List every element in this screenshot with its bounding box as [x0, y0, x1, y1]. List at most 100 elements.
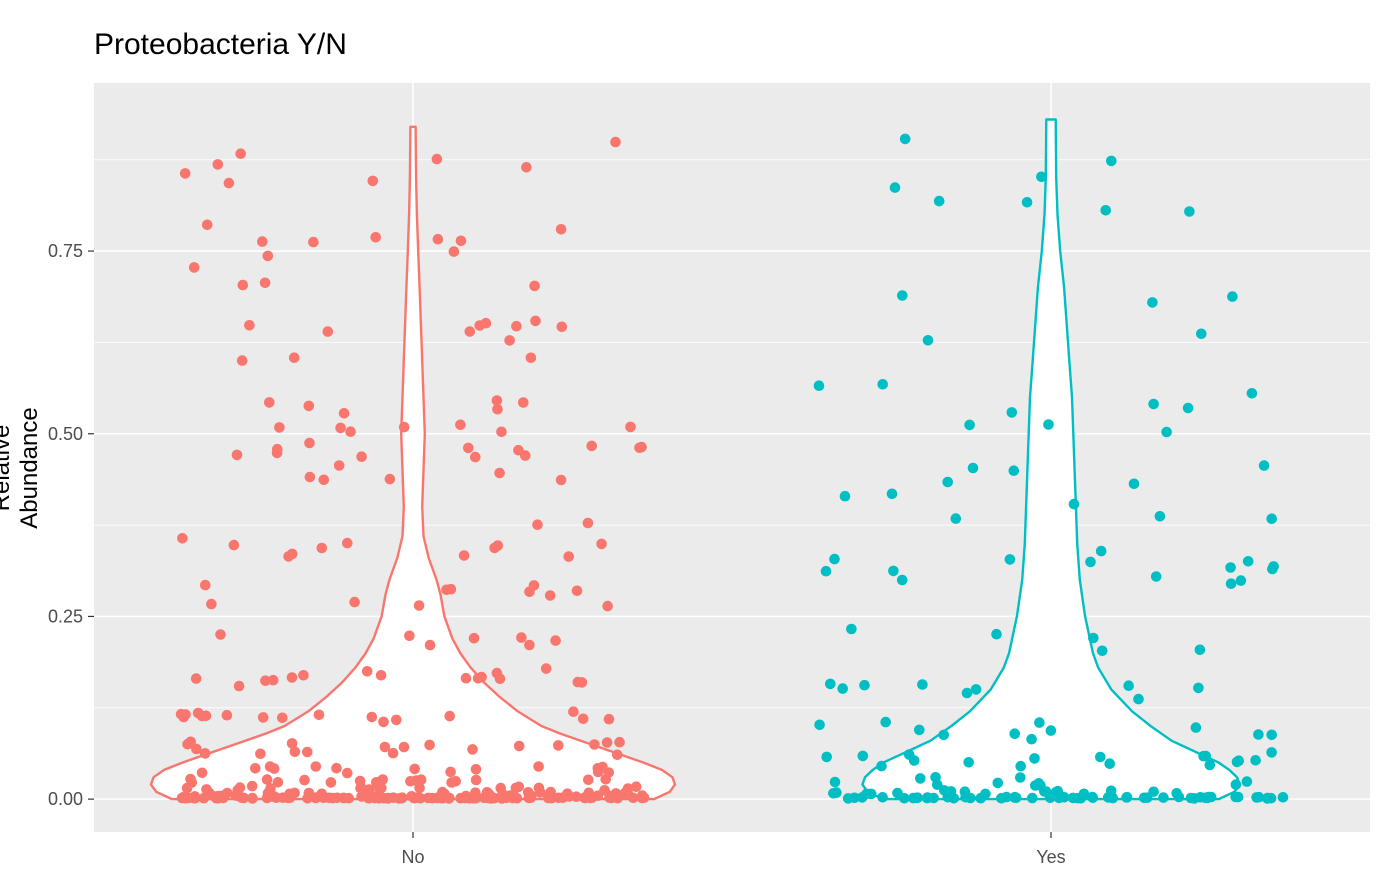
data-point [828, 788, 839, 799]
data-point [529, 280, 540, 292]
violin-yes [861, 118, 1241, 801]
data-point [470, 774, 482, 786]
data-point [516, 632, 527, 643]
data-point [237, 279, 249, 291]
data-point [304, 471, 316, 483]
data-point [322, 326, 334, 337]
data-point [342, 767, 353, 779]
data-point [1043, 419, 1054, 430]
data-point [257, 712, 269, 723]
data-point [932, 779, 943, 790]
data-point [288, 352, 300, 364]
data-point [1148, 398, 1159, 410]
data-point [310, 761, 322, 772]
data-point [460, 672, 472, 684]
data-point [272, 777, 284, 788]
data-point [424, 739, 435, 751]
data-point [342, 537, 353, 549]
data-point [1231, 756, 1243, 768]
data-point [459, 792, 470, 804]
data-point [1148, 786, 1159, 798]
data-point [630, 781, 642, 792]
data-point [1150, 571, 1162, 582]
data-point [175, 708, 187, 720]
data-point [327, 792, 339, 804]
data-point [387, 747, 399, 759]
data-point [1088, 632, 1099, 644]
data-point [579, 792, 591, 804]
data-point [316, 542, 328, 554]
data-point [582, 517, 594, 529]
data-point [535, 787, 546, 798]
chart-title: Proteobacteria Y/N [94, 28, 347, 61]
data-point [614, 736, 625, 748]
data-point [472, 673, 484, 684]
data-point [268, 763, 280, 774]
data-point [877, 379, 888, 390]
data-point [371, 777, 382, 788]
data-point [1133, 693, 1144, 705]
data-point [361, 666, 373, 677]
data-point [318, 474, 330, 486]
data-point [431, 153, 443, 165]
data-point [1095, 545, 1107, 557]
data-point [1194, 644, 1206, 656]
data-point [213, 790, 224, 802]
data-point [568, 706, 579, 717]
data-point [634, 442, 645, 454]
data-point [277, 712, 288, 724]
data-point [991, 628, 1002, 640]
data-point [837, 683, 848, 694]
data-point [445, 766, 456, 778]
data-point [525, 352, 537, 364]
data-point [813, 380, 825, 392]
data-point [325, 777, 337, 788]
data-point [396, 792, 408, 803]
data-point [610, 136, 621, 148]
data-point [1034, 717, 1045, 728]
data-point [1015, 760, 1026, 772]
data-point [886, 488, 898, 500]
data-point [555, 474, 567, 486]
data-point [1096, 645, 1108, 657]
data-point [286, 672, 298, 683]
data-point [316, 788, 328, 800]
data-point [1154, 511, 1166, 522]
data-point [1039, 786, 1050, 797]
data-point [1235, 575, 1247, 586]
data-point [404, 630, 415, 642]
data-point [829, 776, 841, 788]
data-point [543, 792, 554, 804]
data-point [1026, 733, 1037, 745]
data-point [888, 565, 899, 577]
data-point [1085, 556, 1096, 568]
data-point [1087, 791, 1098, 803]
data-point [1196, 328, 1207, 340]
data-point [1253, 729, 1264, 740]
data-point [942, 476, 953, 488]
y-tick-label: 0.00 [48, 789, 83, 809]
data-point [303, 400, 315, 412]
data-point [1006, 407, 1018, 418]
data-point [933, 195, 945, 207]
data-point [961, 687, 973, 699]
data-point [1053, 792, 1065, 804]
data-point [606, 792, 617, 804]
y-tick-label: 0.75 [48, 241, 83, 261]
data-point [1075, 793, 1087, 804]
data-point [302, 746, 313, 758]
data-point [571, 585, 583, 597]
data-point [897, 290, 908, 301]
data-point [992, 777, 1004, 789]
data-point [1277, 792, 1289, 803]
data-point [188, 262, 200, 273]
x-tick-label: Yes [1036, 847, 1065, 867]
data-point [408, 792, 420, 804]
data-point [1009, 728, 1020, 739]
data-point [355, 782, 366, 794]
data-point [264, 397, 275, 408]
data-point [313, 709, 325, 721]
data-point [363, 793, 374, 804]
data-point [345, 426, 356, 438]
data-point [463, 442, 474, 454]
